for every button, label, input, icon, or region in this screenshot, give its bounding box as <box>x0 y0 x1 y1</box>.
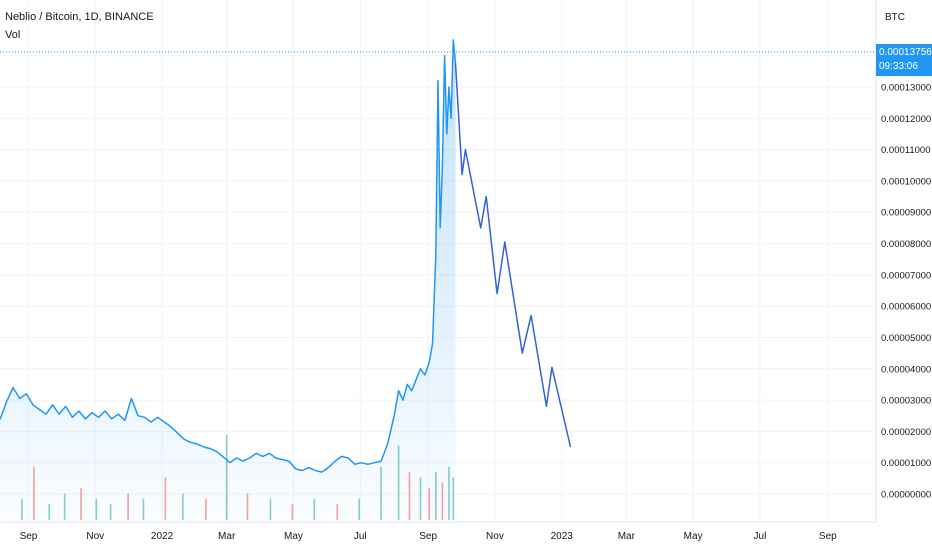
y-tick-label: 0.00011000 <box>881 145 931 156</box>
currency-label: BTC <box>885 12 905 23</box>
x-tick-label: 2023 <box>551 531 574 542</box>
price-axis[interactable]: 0.000140000.000130000.000120000.00011000… <box>881 51 931 500</box>
price-line-layer <box>0 39 572 473</box>
y-tick-label: 0.00005000 <box>881 333 931 344</box>
bar-countdown: 09:33:06 <box>879 61 918 72</box>
last-price-tag: 0.00013756 09:33:06 <box>876 44 932 76</box>
x-tick-label: Nov <box>486 531 504 542</box>
y-tick-label: 0.00007000 <box>881 270 931 281</box>
x-tick-label: Nov <box>86 531 104 542</box>
x-tick-label: Sep <box>419 531 437 542</box>
price-area-fill <box>0 40 456 522</box>
x-tick-label: Sep <box>20 531 38 542</box>
y-tick-label: 0.00010000 <box>881 176 931 187</box>
y-tick-label: 0.00000000 <box>881 490 931 501</box>
x-tick-label: Sep <box>819 531 837 542</box>
x-tick-label: 2022 <box>151 531 174 542</box>
x-tick-label: Mar <box>218 531 236 542</box>
y-tick-label: 0.00001000 <box>881 458 931 469</box>
symbol-title[interactable]: Neblio / Bitcoin, 1D, BINANCE <box>5 11 154 23</box>
volume-indicator-label[interactable]: Vol <box>5 29 21 41</box>
x-tick-label: Jul <box>754 531 767 542</box>
projection-line[interactable] <box>454 63 572 448</box>
y-tick-label: 0.00002000 <box>881 427 931 438</box>
y-tick-label: 0.00006000 <box>881 302 931 313</box>
x-tick-label: May <box>684 531 703 542</box>
y-tick-label: 0.00003000 <box>881 396 931 407</box>
x-tick-label: Jul <box>354 531 367 542</box>
price-area <box>0 40 456 522</box>
time-axis[interactable]: Sep Nov 2022 Mar May Jul Sep Nov 2023 Mar May Jul Se… <box>20 531 838 542</box>
y-tick-label: 0.00004000 <box>881 364 931 375</box>
price-line[interactable] <box>0 39 457 473</box>
x-tick-label: Mar <box>618 531 636 542</box>
y-tick-label: 0.00008000 <box>881 239 931 250</box>
y-tick-label: 0.00009000 <box>881 208 931 219</box>
last-price-value: 0.00013756 <box>879 47 932 58</box>
y-tick-label: 0.00013000 <box>881 82 931 93</box>
y-tick-label: 0.00012000 <box>881 114 931 125</box>
x-tick-label: May <box>284 531 303 542</box>
